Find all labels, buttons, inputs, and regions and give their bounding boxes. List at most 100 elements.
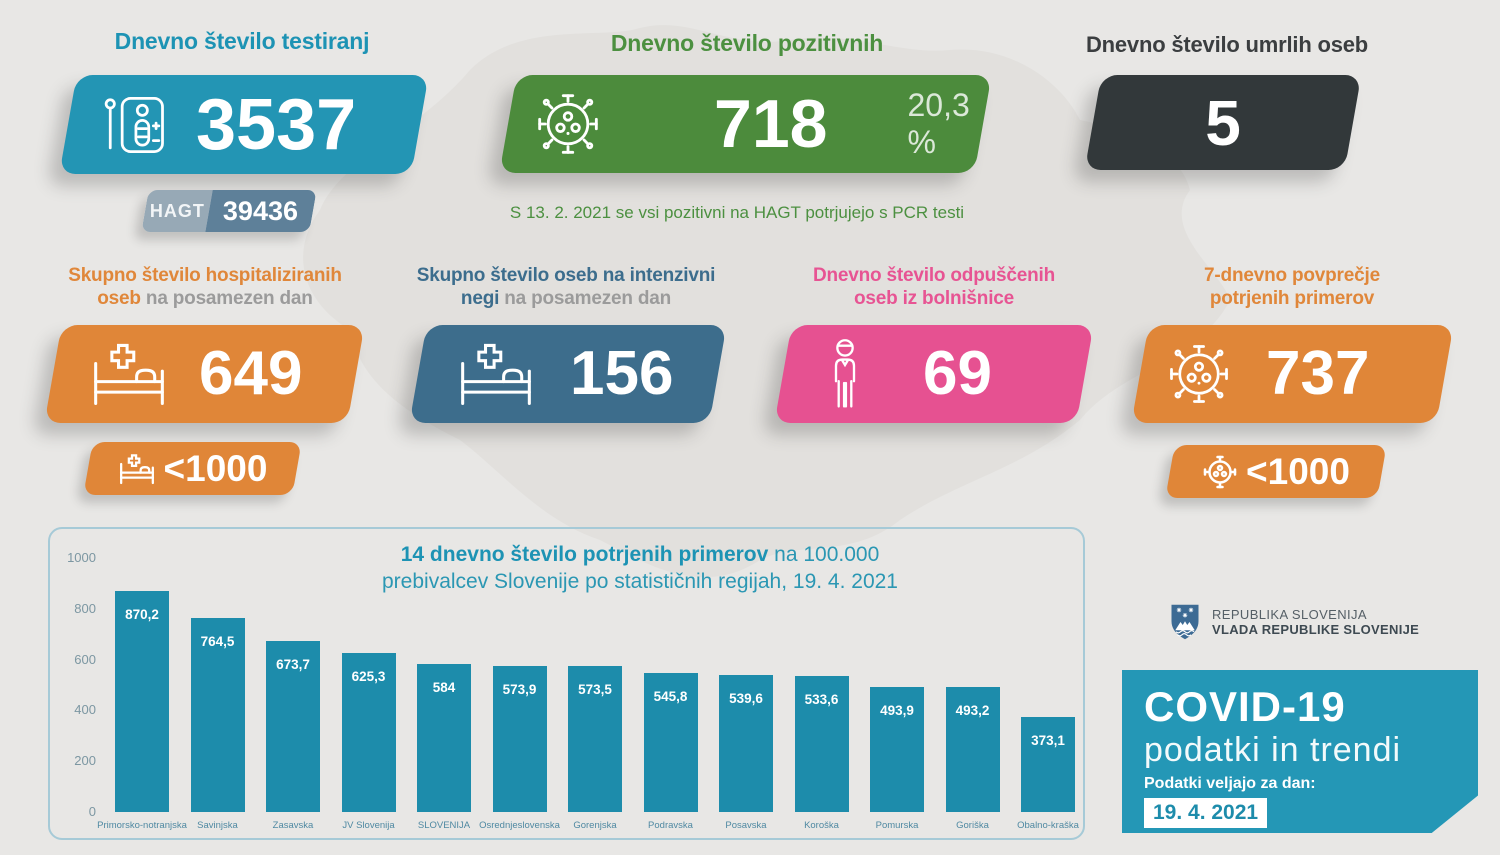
deaths-title: Dnevno število umrlih oseb	[1085, 32, 1369, 57]
hagt-label-segment: HAGT	[141, 190, 213, 232]
tests-value: 3537	[196, 84, 357, 165]
y-axis-tick: 800	[74, 600, 96, 616]
avg7-title-line2: potrjenih primerov	[1209, 288, 1375, 309]
y-axis-tick: 400	[74, 702, 96, 718]
hospitalized-title-line2-bold: oseb	[97, 288, 141, 309]
discharged-value: 69	[923, 339, 992, 408]
covid-date-label: Podatki veljajo za dan:	[1144, 774, 1316, 792]
hospitalized-value: 649	[199, 339, 303, 408]
bar-value-label: 870,2	[125, 607, 159, 622]
bar-Zasavska: 673,7	[266, 641, 320, 812]
deaths-value: 5	[1205, 86, 1241, 159]
hagt-value-segment: 39436	[205, 190, 317, 232]
hagt-label: HAGT	[149, 200, 205, 221]
covid-date-value: 19. 4. 2021	[1144, 797, 1268, 828]
x-axis-label: Posavska	[725, 820, 767, 831]
covid-subtitle: podatki in trendi	[1144, 731, 1402, 770]
x-axis-label: Primorsko-notranjska	[97, 820, 187, 831]
hospitalized-title-line1: Skupno število hospitaliziranih	[68, 265, 342, 286]
hospitalized-badge: <1000	[83, 442, 302, 495]
bar-Gorenjska: 573,5	[568, 666, 622, 812]
gov-line2: VLADA REPUBLIKE SLOVENIJE	[1212, 622, 1420, 637]
icu-title-line2-rest: na posamezen dan	[499, 288, 672, 309]
positives-percent: 20,3 %	[907, 87, 970, 160]
chart-title-bold: 14 dnevno število potrjenih primerov	[400, 543, 769, 566]
x-axis-label: Pomurska	[875, 820, 919, 831]
bar-Pomurska: 493,9	[870, 687, 924, 812]
avg7-title: 7-dnevno povprečje potrjenih primerov	[1122, 264, 1462, 310]
bar-value-label: 573,9	[502, 682, 537, 697]
discharged-card: 69	[774, 325, 1094, 423]
bar-value-label: 493,9	[880, 703, 914, 718]
bar-value-label: 493,2	[955, 703, 990, 718]
bar-value-label: 625,3	[351, 669, 386, 684]
icu-card: 156	[409, 325, 727, 423]
bar-JV Slovenija: 625,3	[341, 653, 396, 812]
government-logo: REPUBLIKA SLOVENIJA VLADA REPUBLIKE SLOV…	[1170, 602, 1419, 642]
bar-value-label: 573,5	[578, 682, 612, 697]
avg7-badge: <1000	[1165, 445, 1387, 498]
hagt-badge: HAGT 39436	[141, 190, 317, 232]
bar-value-label: 373,1	[1031, 733, 1065, 748]
chart-title: 14 dnevno število potrjenih primerov na …	[370, 541, 910, 595]
bar-value-label: 673,7	[276, 657, 310, 672]
bar-Osrednjeslovenska: 573,9	[492, 666, 547, 812]
bar-Podravska: 545,8	[643, 673, 698, 812]
covid-title: COVID-19	[1144, 683, 1346, 730]
x-axis-label: Goriška	[956, 820, 989, 831]
icu-title: Skupno število oseb na intenzivni negi n…	[396, 264, 736, 310]
bar-SLOVENIJA: 584	[417, 664, 471, 812]
gov-line1: REPUBLIKA SLOVENIJA	[1212, 607, 1367, 622]
bar-Posavska: 539,6	[719, 675, 773, 812]
hospital-bed-icon	[94, 343, 164, 406]
person-icon	[834, 339, 856, 408]
chart-title-rest: na 100.000 prebivalcev Slovenije po stat…	[382, 543, 898, 593]
x-axis-label: Osrednjeslovenska	[479, 820, 560, 831]
discharged-title: Dnevno število odpuščenih oseb iz bolniš…	[764, 264, 1104, 310]
avg7-title-line1: 7-dnevno povprečje	[1204, 265, 1380, 286]
deaths-card: 5	[1084, 75, 1362, 170]
avg7-value: 737	[1266, 339, 1370, 408]
virus-icon	[538, 94, 598, 154]
chart-plot: 870,2 764,5 673,7 625,3 584 573,9 573,5 545,8 53…	[115, 558, 1100, 812]
x-axis-label: Zasavska	[272, 820, 314, 831]
tests-card: 3537	[59, 75, 429, 174]
y-axis-tick: 200	[74, 753, 96, 769]
y-axis-tick: 600	[74, 651, 96, 667]
x-axis-label: Koroška	[804, 820, 839, 831]
discharged-title-line2: oseb iz bolnišnice	[853, 288, 1015, 309]
discharged-title-line1: Dnevno število odpuščenih	[812, 265, 1056, 286]
bar-Primorsko-notranjska: 870,2	[115, 591, 169, 812]
icu-title-line2-bold: negi	[460, 288, 500, 309]
bar-Koroška: 533,6	[794, 676, 849, 812]
avg7-badge-value: <1000	[1246, 450, 1350, 492]
bar-Obalno-kraška: 373,1	[1021, 717, 1075, 812]
hospitalized-card: 649	[44, 325, 365, 423]
bar-value-label: 533,6	[804, 692, 839, 707]
bar-value-label: 584	[432, 680, 456, 695]
regional-chart-panel: 14 dnevno število potrjenih primerov na …	[48, 527, 1085, 840]
x-axis-label: Obalno-kraška	[1017, 820, 1079, 831]
tests-title: Dnevno število testiranj	[114, 28, 370, 54]
icu-value: 156	[570, 339, 674, 408]
positives-value: 718	[714, 86, 828, 162]
icu-bed-icon	[461, 343, 531, 406]
positives-title: Dnevno število pozitivnih	[610, 30, 884, 56]
y-axis-tick: 1000	[67, 550, 96, 565]
bar-value-label: 764,5	[200, 634, 235, 649]
pcr-note: S 13. 2. 2021 se vsi pozitivni na HAGT p…	[509, 203, 965, 222]
x-axis-label: Podravska	[648, 820, 693, 831]
positives-card: 718 20,3 %	[499, 75, 992, 173]
virus-icon-avg7	[1170, 345, 1228, 403]
virus-icon-small	[1203, 455, 1237, 488]
bar-Goriška: 493,2	[945, 687, 1000, 812]
bar-Savinjska: 764,5	[190, 618, 245, 812]
test-kit-icon	[104, 96, 164, 153]
hospitalized-badge-value: <1000	[163, 447, 268, 489]
x-axis-label: JV Slovenija	[342, 820, 395, 831]
bar-value-label: 539,6	[729, 691, 763, 706]
bar-value-label: 545,8	[653, 689, 688, 704]
x-axis-label: SLOVENIJA	[417, 820, 471, 831]
x-axis-label: Gorenjska	[573, 820, 617, 831]
